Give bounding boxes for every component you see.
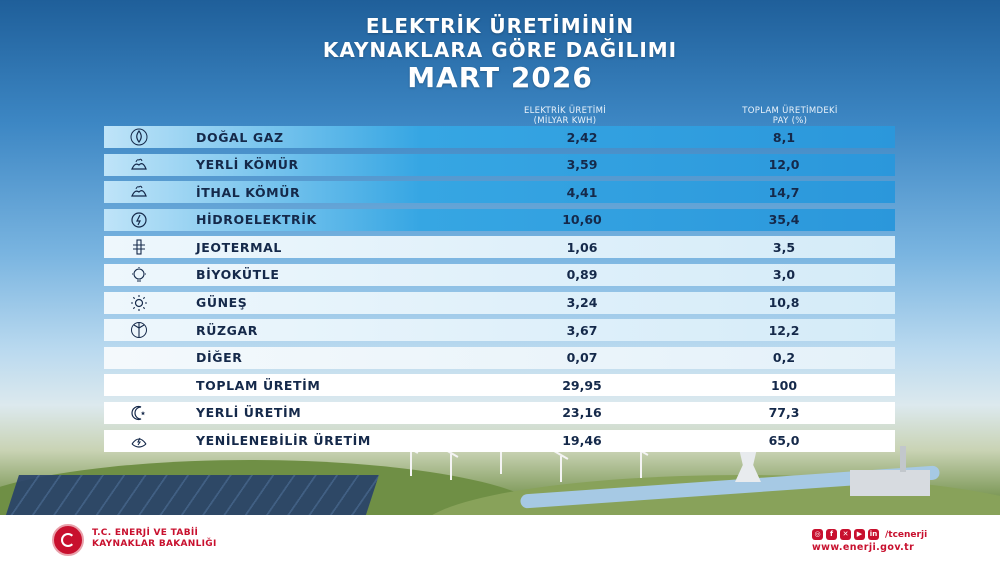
row-label: JEOTERMAL [196,239,282,255]
ministry-logo [52,524,84,556]
power-plant-image [850,470,930,496]
social-handle: /tcenerji [885,529,928,540]
row-share: 0,2 [772,350,796,366]
row-production: 2,42 [566,129,598,145]
table-row: JEOTERMAL 1,06 3,5 [104,236,895,259]
row-share: 12,2 [768,322,800,338]
youtube-icon[interactable]: ▶ [854,529,865,540]
coal-icon [130,156,148,174]
table-row: GÜNEŞ 3,24 10,8 [104,291,895,314]
table-row-total: TOPLAM ÜRETİM 29,95 100 [104,374,895,397]
crescent-star-icon [130,404,148,422]
column-header-share: TOPLAM ÜRETİMDEKİ PAY (%) [742,106,838,126]
table-row: DİĞER 0,07 0,2 [104,346,895,369]
x-icon[interactable]: ✕ [840,529,851,540]
row-production: 4,41 [566,184,598,200]
row-share: 77,3 [768,405,800,421]
instagram-icon[interactable]: ◎ [812,529,823,540]
table-row: RÜZGAR 3,67 12,2 [104,319,895,342]
table-row: HİDROELEKTRİK 10,60 35,4 [104,208,895,231]
table-row: İTHAL KÖMÜR 4,41 14,7 [104,181,895,204]
table-row: YERLİ ÜRETİM 23,16 77,3 [104,401,895,424]
row-share: 10,8 [768,295,800,311]
row-production: 1,06 [566,239,598,255]
period-title: MART 2026 [407,61,593,94]
row-share: 65,0 [768,433,800,449]
row-label: RÜZGAR [196,322,258,338]
row-label: İTHAL KÖMÜR [196,184,301,200]
row-label: GÜNEŞ [196,295,248,311]
row-production: 0,89 [566,267,598,283]
row-label: TOPLAM ÜRETİM [196,377,321,393]
hydro-icon [130,211,148,229]
row-share: 35,4 [768,212,800,228]
social-links: ◎ f ✕ ▶ in /tcenerji [812,529,927,540]
title-line-1: ELEKTRİK ÜRETİMİNİN [365,14,635,38]
geothermal-icon [130,238,148,256]
row-share: 12,0 [768,157,800,173]
sun-icon [130,294,148,312]
row-label: YERLİ KÖMÜR [196,157,299,173]
landscape-illustration [0,440,1000,530]
row-production: 23,16 [562,405,602,421]
website-link[interactable]: www.enerji.gov.tr [812,542,915,553]
row-production: 3,67 [566,322,598,338]
gas-flame-icon [130,128,148,146]
row-production: 0,07 [566,350,598,366]
column-header-production: ELEKTRİK ÜRETİMİ (MİLYAR KWH) [523,106,607,126]
table-row: BİYOKÜTLE 0,89 3,0 [104,263,895,286]
row-label: YERLİ ÜRETİM [196,405,302,421]
row-label: YENİLENEBİLİR ÜRETİM [196,433,371,449]
wind-icon [130,321,148,339]
row-share: 3,5 [772,239,796,255]
energy-table: DOĞAL GAZ 2,42 8,1 YERLİ KÖMÜR 3,59 12,0… [104,126,895,457]
biomass-icon [130,266,148,284]
ministry-name: T.C. ENERJİ VE TABİİ KAYNAKLAR BAKANLIĞI [92,528,217,549]
facebook-icon[interactable]: f [826,529,837,540]
header: ELEKTRİK ÜRETİMİNİN KAYNAKLARA GÖRE DAĞI… [0,14,1000,94]
row-production: 29,95 [562,377,602,393]
title-line-2: KAYNAKLARA GÖRE DAĞILIMI [322,38,678,62]
row-share: 3,0 [772,267,796,283]
row-share: 8,1 [772,129,796,145]
row-production: 10,60 [562,212,602,228]
row-label: DİĞER [196,350,243,366]
row-label: BİYOKÜTLE [196,267,280,283]
table-row: DOĞAL GAZ 2,42 8,1 [104,126,895,148]
table-row: YERLİ KÖMÜR 3,59 12,0 [104,153,895,176]
row-label: HİDROELEKTRİK [196,212,317,228]
row-production: 19,46 [562,433,602,449]
linkedin-icon[interactable]: in [868,529,879,540]
row-production: 3,24 [566,295,598,311]
table-row: YENİLENEBİLİR ÜRETİM 19,46 65,0 [104,429,895,452]
row-share: 14,7 [768,184,800,200]
renewable-icon [130,432,148,450]
row-label: DOĞAL GAZ [196,129,284,145]
row-share: 100 [770,377,798,393]
coal-icon [130,183,148,201]
row-production: 3,59 [566,157,598,173]
